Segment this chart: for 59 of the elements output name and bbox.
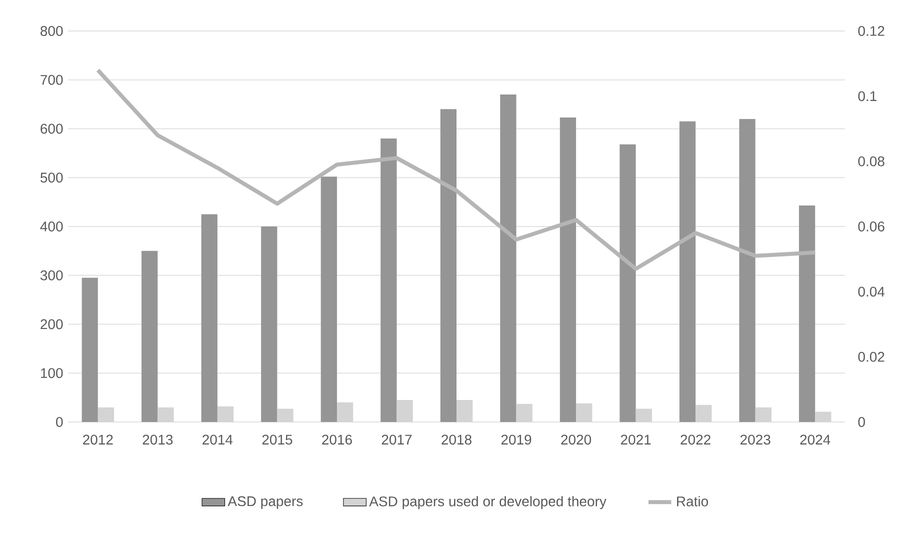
y2-tick-label: 0.06 [858, 222, 884, 232]
bar [560, 118, 576, 422]
x-tick-label: 2018 [442, 434, 472, 445]
bar [815, 412, 832, 422]
x-tick-label: 2020 [561, 434, 592, 445]
bar [320, 176, 337, 422]
y2-tick-label: 0 [858, 417, 865, 427]
bar [456, 400, 473, 422]
bar [679, 121, 696, 422]
x-tick-label: 2016 [322, 434, 352, 445]
bar [440, 109, 457, 422]
bar [142, 250, 158, 422]
y-tick-label: 600 [40, 124, 63, 134]
x-tick-label: 2014 [202, 434, 233, 445]
y2-tick-label: 0.04 [858, 286, 885, 297]
bar [620, 144, 636, 422]
bar [336, 402, 354, 422]
y-tick-label: 300 [40, 270, 63, 280]
x-tick-label: 2024 [800, 434, 830, 445]
bar [82, 278, 98, 422]
x-tick-label: 2021 [620, 434, 651, 445]
y-tick-label: 400 [40, 222, 63, 232]
bar [201, 214, 218, 422]
bar [396, 400, 413, 422]
bar [217, 406, 234, 422]
x-tick-label: 2013 [142, 434, 173, 445]
x-tick-label: 2012 [83, 434, 113, 445]
legend-label: Ratio [677, 496, 708, 506]
bar [516, 404, 532, 422]
x-tick-label: 2019 [501, 434, 532, 445]
bar [277, 408, 294, 422]
x-tick-label: 2022 [680, 434, 710, 445]
y2-tick-label: 0.02 [858, 352, 884, 362]
bar [500, 94, 516, 422]
legend-label: ASD papers [228, 496, 303, 509]
bar [158, 407, 174, 422]
bar [696, 404, 712, 422]
y-tick-label: 0 [56, 417, 63, 427]
line-series [96, 68, 818, 271]
bar [380, 138, 397, 422]
legend-label: ASD papers used or developed theory [369, 496, 606, 510]
y-tick-label: 200 [40, 319, 63, 330]
bar [261, 226, 278, 422]
x-tick-label: 2017 [382, 434, 412, 445]
y2-tick-label: 0.1 [858, 91, 876, 102]
bar [576, 403, 592, 422]
y-tick-label: 500 [40, 172, 63, 183]
bar [798, 205, 816, 422]
y-tick-label: 700 [40, 74, 63, 85]
x-tick-label: 2023 [740, 434, 770, 445]
y2-tick-label: 0.12 [858, 26, 884, 36]
y2-tick-label: 0.08 [858, 156, 884, 166]
bar [755, 407, 772, 422]
y-tick-label: 100 [41, 368, 63, 378]
y-tick-label: 800 [40, 26, 63, 36]
bar [636, 408, 652, 422]
bar [739, 118, 756, 422]
x-tick-label: 2015 [262, 434, 292, 445]
bar [98, 407, 114, 422]
